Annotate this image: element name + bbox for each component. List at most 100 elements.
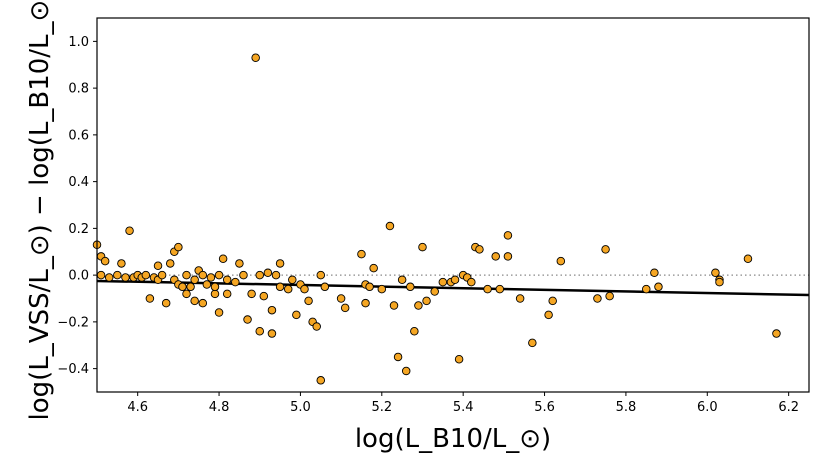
- data-point: [288, 275, 297, 285]
- data-point: [772, 329, 781, 338]
- data-point: [393, 352, 403, 362]
- data-point: [495, 284, 505, 294]
- y-tick-label: 0.2: [68, 222, 89, 237]
- data-point: [210, 282, 220, 292]
- data-point: [255, 270, 264, 280]
- data-point: [711, 268, 720, 278]
- data-point: [104, 273, 114, 282]
- y-tick-label: 0.0: [68, 269, 89, 284]
- y-tick-label: −0.2: [57, 315, 89, 330]
- data-point: [165, 259, 175, 268]
- data-point: [361, 298, 370, 308]
- y-axis-label: log(L_VSS/L_⊙) − log(L_B10/L_⊙): [25, 0, 55, 420]
- data-point: [410, 326, 419, 336]
- data-point: [210, 289, 220, 299]
- data-point: [251, 53, 260, 62]
- data-point: [247, 289, 256, 299]
- data-point: [190, 296, 199, 306]
- data-point: [190, 275, 199, 285]
- data-point: [263, 268, 273, 278]
- x-axis-label: log(L_B10/L_⊙): [355, 424, 551, 454]
- data-point: [186, 282, 195, 292]
- data-point: [157, 270, 167, 280]
- data-point: [141, 270, 151, 280]
- data-point: [593, 294, 602, 303]
- data-point: [528, 338, 537, 348]
- data-point: [389, 301, 399, 310]
- data-point: [467, 277, 476, 287]
- data-point: [312, 322, 321, 331]
- data-point: [259, 291, 269, 301]
- data-point: [336, 294, 346, 303]
- data-point: [544, 310, 553, 320]
- data-point: [275, 259, 285, 268]
- y-tick-label: 1.0: [68, 35, 89, 50]
- data-point: [503, 231, 513, 240]
- data-point: [153, 261, 163, 271]
- data-point: [454, 355, 464, 364]
- data-point: [340, 303, 350, 313]
- data-point: [275, 282, 285, 292]
- data-point: [450, 275, 460, 285]
- data-point: [202, 280, 212, 289]
- data-point: [642, 284, 651, 294]
- x-tick-label: 5.8: [616, 400, 637, 415]
- data-point: [406, 282, 415, 292]
- data-point: [418, 242, 427, 252]
- x-tick-label: 4.6: [127, 400, 148, 415]
- data-point: [357, 249, 366, 259]
- data-point: [121, 273, 130, 282]
- x-tick-label: 5.0: [290, 400, 311, 415]
- data-point: [438, 277, 448, 287]
- data-point: [320, 282, 330, 292]
- y-tick-label: −0.4: [57, 362, 89, 377]
- data-point: [430, 287, 439, 296]
- data-point: [397, 275, 407, 285]
- data-point: [715, 277, 724, 287]
- data-point: [222, 275, 232, 285]
- x-tick-label: 5.2: [371, 400, 392, 415]
- data-point: [267, 329, 277, 338]
- data-point: [316, 270, 326, 280]
- data-point: [182, 289, 191, 299]
- data-point: [214, 308, 224, 317]
- data-point: [117, 259, 126, 268]
- data-point: [475, 245, 484, 254]
- data-point: [483, 284, 492, 294]
- data-point: [255, 326, 264, 336]
- data-point: [743, 254, 753, 264]
- data-point: [601, 245, 610, 254]
- data-point: [206, 273, 216, 282]
- data-point: [182, 270, 191, 280]
- data-point: [365, 282, 374, 292]
- data-point: [369, 263, 378, 273]
- data-point: [235, 259, 244, 268]
- data-point: [283, 284, 293, 294]
- data-point: [231, 277, 240, 287]
- data-point: [214, 270, 224, 280]
- x-tick-label: 6.0: [697, 400, 718, 415]
- data-point: [654, 282, 663, 292]
- data-point: [113, 270, 122, 280]
- data-point: [491, 252, 500, 261]
- data-point: [218, 254, 228, 264]
- data-point: [292, 310, 301, 320]
- data-point: [650, 268, 659, 278]
- plot-frame: [96, 17, 810, 393]
- data-point: [267, 305, 277, 315]
- x-tick-label: 5.6: [534, 400, 555, 415]
- data-point: [174, 242, 183, 252]
- data-point: [243, 315, 252, 324]
- data-point: [198, 298, 208, 308]
- data-point: [401, 366, 411, 376]
- data-point: [316, 376, 326, 385]
- data-markers: [92, 53, 781, 385]
- x-tick-label: 6.2: [778, 400, 799, 415]
- data-point: [178, 282, 187, 292]
- data-point: [304, 296, 313, 306]
- data-point: [145, 294, 155, 303]
- data-point: [414, 301, 423, 310]
- data-point: [377, 284, 387, 294]
- axis-ticks: 4.6 4.8 5.0 5.2 5.4 5.6 5.8 6.0 6.2 −0.4 −0.2 0.0 0.…: [57, 35, 799, 415]
